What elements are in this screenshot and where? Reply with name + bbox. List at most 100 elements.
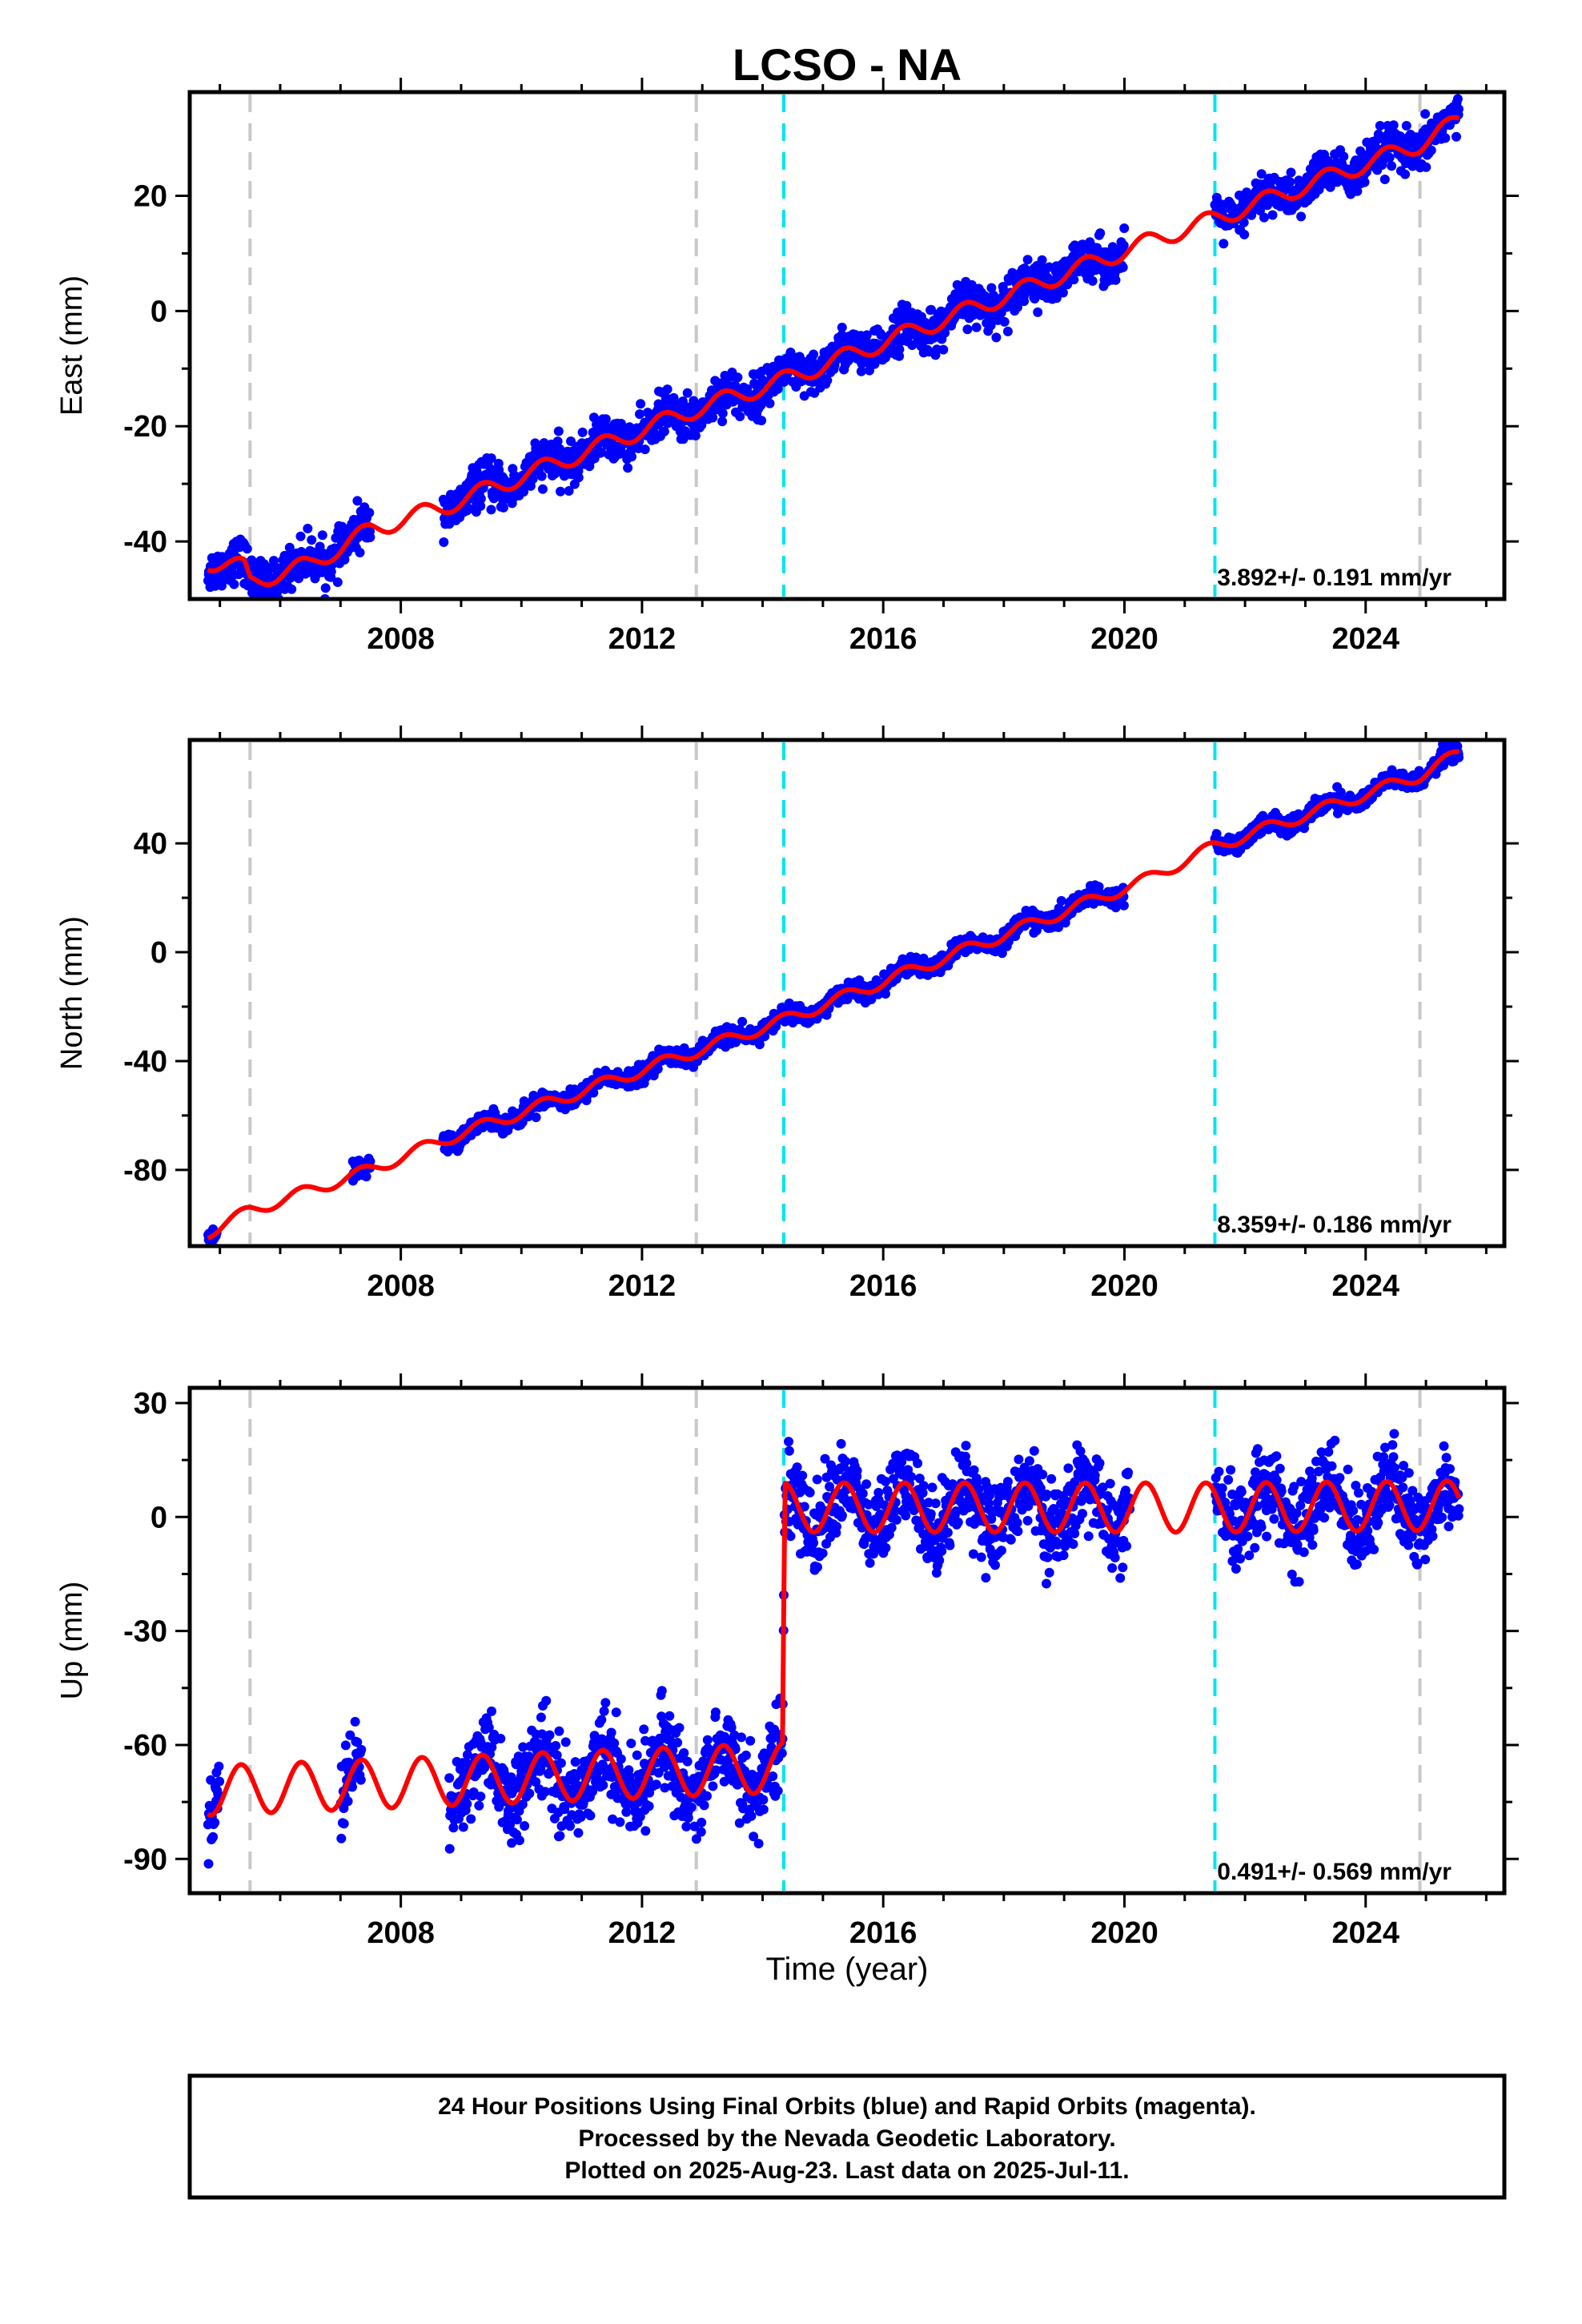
data-point [528, 474, 538, 485]
data-point [588, 1088, 599, 1098]
data-point [303, 524, 313, 533]
data-point [332, 577, 343, 587]
data-point [609, 1738, 620, 1748]
data-point [611, 1707, 621, 1718]
data-point [208, 1831, 219, 1842]
data-point [270, 601, 279, 611]
east-model-curve [206, 115, 1461, 588]
data-point [1452, 131, 1461, 142]
data-point [600, 414, 611, 424]
data-point [1019, 296, 1030, 307]
x-tick-label: 2012 [608, 622, 677, 656]
data-point [1359, 177, 1370, 187]
data-point [1426, 145, 1436, 155]
data-point [644, 1801, 654, 1811]
data-point [1421, 162, 1431, 172]
y-tick-label: -20 [123, 410, 167, 444]
y-tick-label: -40 [123, 525, 167, 559]
data-point [203, 1859, 214, 1869]
data-point [1037, 255, 1047, 265]
data-point [512, 1815, 522, 1825]
data-point [560, 1737, 571, 1747]
data-point [894, 344, 905, 355]
data-point [837, 1510, 847, 1521]
data-point [1013, 302, 1022, 312]
data-point [682, 1756, 693, 1767]
data-point [1259, 212, 1269, 223]
data-point [702, 1735, 713, 1745]
data-point [565, 1821, 575, 1831]
data-point [544, 1730, 555, 1740]
data-point [840, 1456, 850, 1466]
data-point [343, 1796, 353, 1807]
data-point [754, 1039, 765, 1050]
data-point [1296, 211, 1307, 222]
data-point [686, 1802, 697, 1812]
data-point [757, 416, 767, 426]
data-point [514, 1835, 524, 1846]
data-point [690, 431, 701, 440]
data-point [809, 349, 819, 360]
data-point [659, 426, 669, 436]
data-point [785, 1531, 796, 1542]
data-point [852, 1466, 862, 1476]
data-point [352, 496, 363, 506]
x-tick-label: 2024 [1331, 1269, 1399, 1303]
data-point [1286, 167, 1296, 178]
data-point [962, 324, 973, 335]
data-point [606, 1727, 616, 1738]
data-point [555, 1831, 565, 1841]
data-point [697, 1817, 707, 1827]
data-point [1440, 133, 1451, 143]
data-point [792, 1462, 802, 1473]
east-y-axis-label: East (mm) [55, 275, 89, 416]
data-point [541, 1695, 552, 1706]
data-point [355, 548, 365, 557]
data-point [1022, 255, 1033, 265]
data-point [307, 535, 317, 545]
data-point [733, 372, 743, 383]
data-point [466, 1814, 476, 1824]
data-point [662, 384, 673, 395]
data-point [553, 426, 564, 436]
data-point [588, 412, 599, 423]
data-point [696, 1827, 706, 1837]
data-point [991, 332, 1002, 343]
data-point [708, 1781, 718, 1791]
data-point [1401, 121, 1411, 131]
data-point [531, 1112, 541, 1123]
data-point [699, 1800, 709, 1811]
chart-title: LCSO - NA [733, 39, 962, 90]
data-point [242, 544, 252, 554]
data-point [247, 555, 257, 565]
data-point [585, 1811, 596, 1821]
data-point [339, 554, 350, 565]
data-point [476, 1791, 486, 1802]
data-point [665, 1711, 675, 1721]
data-point [1118, 240, 1129, 251]
data-point [717, 408, 728, 419]
data-point [317, 530, 327, 541]
data-point [1452, 94, 1463, 104]
data-point [444, 1844, 455, 1854]
data-point [758, 1795, 769, 1805]
data-point [797, 1470, 808, 1481]
data-point [926, 304, 936, 315]
data-point [1387, 161, 1397, 171]
data-point [600, 1698, 611, 1708]
data-point [1056, 895, 1066, 906]
data-point [462, 1799, 472, 1809]
data-point [599, 1706, 609, 1716]
data-point [679, 1747, 689, 1758]
data-point [336, 1833, 347, 1844]
data-point [1256, 169, 1267, 179]
data-point [458, 1822, 468, 1832]
data-point [673, 1738, 683, 1747]
data-point [812, 1474, 822, 1485]
data-point [999, 316, 1010, 327]
data-point [1069, 275, 1079, 285]
data-point [1078, 244, 1089, 255]
data-point [717, 416, 728, 427]
